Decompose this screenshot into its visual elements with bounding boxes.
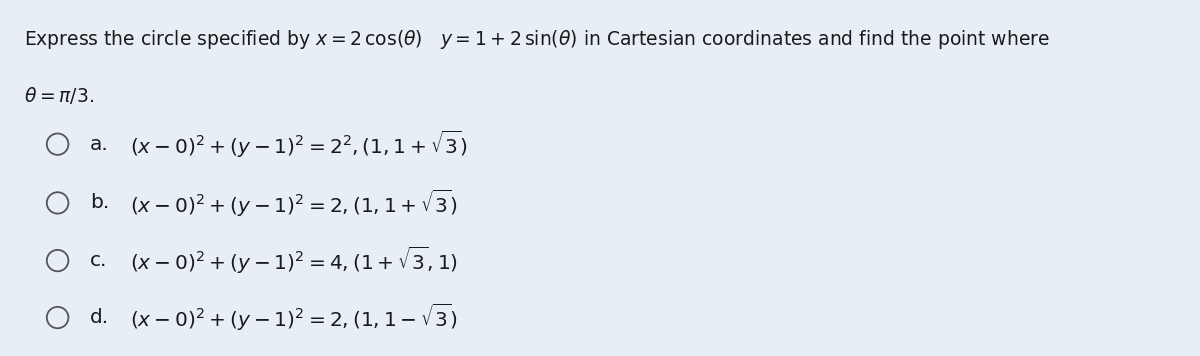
Text: b.: b. (90, 193, 109, 213)
Text: $(x - 0)^2 + (y - 1)^2 = 4, (1 + \sqrt{3}, 1)$: $(x - 0)^2 + (y - 1)^2 = 4, (1 + \sqrt{3… (130, 245, 457, 276)
Text: $(x - 0)^2 + (y - 1)^2 = 2, (1, 1 + \sqrt{3})$: $(x - 0)^2 + (y - 1)^2 = 2, (1, 1 + \sqr… (130, 187, 457, 219)
Text: d.: d. (90, 308, 109, 327)
Text: Express the circle specified by $x = 2\,\mathrm{cos}(\theta)$   $y = 1 + 2\,\mat: Express the circle specified by $x = 2\,… (24, 28, 1050, 52)
Text: $\theta = \pi/3$.: $\theta = \pi/3$. (24, 85, 94, 106)
Text: $(x - 0)^2 + (y - 1)^2 = 2, (1, 1 - \sqrt{3})$: $(x - 0)^2 + (y - 1)^2 = 2, (1, 1 - \sqr… (130, 302, 457, 333)
Text: $(x - 0)^2 + (y - 1)^2 = 2^2, (1, 1 + \sqrt{3})$: $(x - 0)^2 + (y - 1)^2 = 2^2, (1, 1 + \s… (130, 129, 467, 160)
Text: c.: c. (90, 251, 107, 270)
Text: a.: a. (90, 135, 109, 154)
